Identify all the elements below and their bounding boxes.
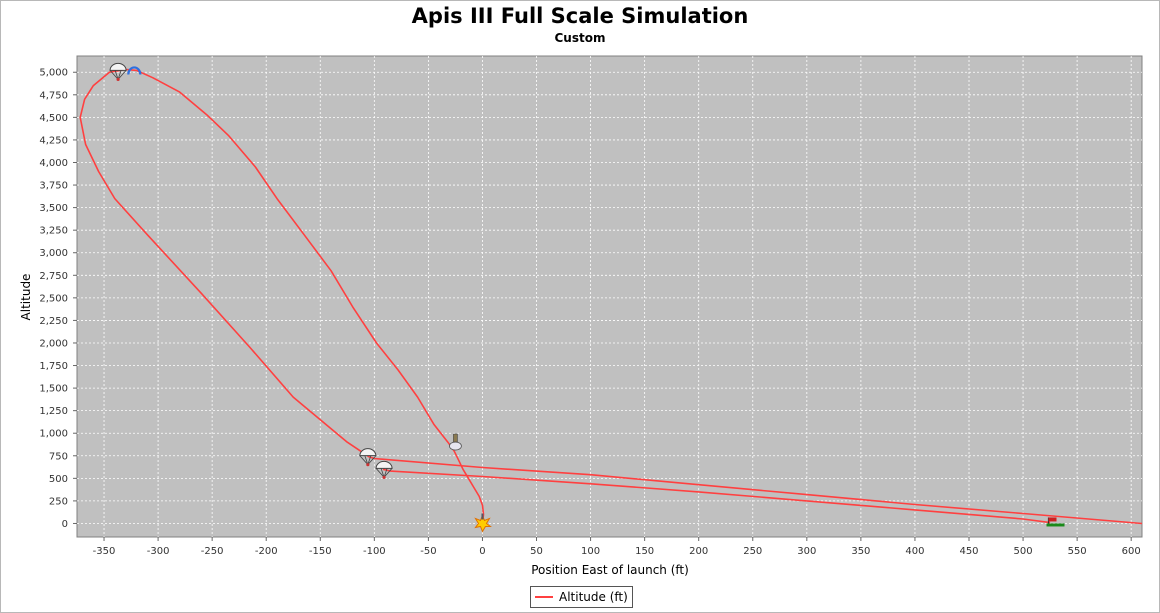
x-tick-label: -50 — [420, 546, 436, 557]
x-tick-label: 200 — [689, 546, 708, 557]
launch-star-shape — [474, 514, 492, 533]
ground-hit-ground — [1046, 523, 1065, 527]
y-tick-label: 3,500 — [39, 203, 68, 214]
y-axis-label: Altitude — [19, 274, 33, 321]
x-tick-label: -150 — [309, 546, 332, 557]
y-tick-label: 2,750 — [39, 271, 68, 282]
x-tick-label: 350 — [851, 546, 870, 557]
legend-label: Altitude (ft) — [559, 590, 628, 604]
chart-subtitle: Custom — [554, 31, 606, 45]
x-tick-label: 600 — [1122, 546, 1141, 557]
y-tick-label: 750 — [49, 451, 68, 462]
y-tick-label: 500 — [49, 474, 68, 485]
x-tick-label: 0 — [479, 546, 485, 557]
y-tick-label: 2,000 — [39, 338, 68, 349]
ground-hit-icon — [1046, 517, 1065, 527]
y-tick-label: 0 — [62, 519, 68, 530]
y-tick-label: 3,000 — [39, 248, 68, 259]
y-tick-label: 5,000 — [39, 68, 68, 79]
x-tick-label: -250 — [201, 546, 224, 557]
y-tick-label: 1,000 — [39, 429, 68, 440]
launch-star-icon — [474, 513, 492, 533]
x-tick-label: -100 — [363, 546, 386, 557]
y-tick-label: 4,500 — [39, 113, 68, 124]
parachute-canopy — [359, 448, 377, 457]
parachute-icon — [359, 448, 377, 467]
y-tick-label: 3,750 — [39, 181, 68, 192]
legend-swatch — [535, 596, 553, 598]
x-tick-label: 50 — [530, 546, 543, 557]
x-tick-label: 400 — [905, 546, 924, 557]
y-tick-label: 3,250 — [39, 226, 68, 237]
y-tick-label: 1,500 — [39, 384, 68, 395]
x-tick-label: 250 — [743, 546, 762, 557]
burnout-smoke — [449, 441, 462, 451]
x-axis-ticks: -350 -300 -250 -200 -150 -100 -50 0 50 100 150 200 2… — [93, 537, 1141, 557]
apogee-arc-icon — [127, 66, 142, 75]
x-tick-label: -350 — [93, 546, 116, 557]
x-tick-label: 100 — [581, 546, 600, 557]
burnout-icon — [449, 433, 462, 451]
y-tick-label: 4,250 — [39, 135, 68, 146]
y-tick-label: 2,500 — [39, 293, 68, 304]
x-tick-label: 500 — [1014, 546, 1033, 557]
altitude-drift-line — [382, 468, 1051, 524]
x-tick-label: -300 — [147, 546, 170, 557]
x-tick-label: 150 — [635, 546, 654, 557]
apogee-arc-shape — [127, 66, 142, 75]
y-tick-label: 4,750 — [39, 90, 68, 101]
y-tick-label: 1,750 — [39, 361, 68, 372]
parachute-payload — [382, 475, 386, 479]
y-tick-label: 4,000 — [39, 158, 68, 169]
x-tick-label: 450 — [959, 546, 978, 557]
y-axis-ticks: 0 250 500 750 1,000 1,250 1,500 1,750 2,000 2,250… — [39, 68, 77, 530]
burnout-rocket-body — [453, 433, 458, 443]
chart-title: Apis III Full Scale Simulation — [411, 4, 749, 28]
parachute-payload — [116, 77, 120, 81]
parachute-icon — [375, 460, 393, 479]
parachute-canopy — [375, 460, 393, 469]
y-tick-label: 250 — [49, 496, 68, 507]
x-tick-label: 300 — [797, 546, 816, 557]
y-tick-label: 2,250 — [39, 316, 68, 327]
plot-area — [76, 55, 1143, 538]
y-tick-label: 1,250 — [39, 406, 68, 417]
parachute-payload — [366, 463, 370, 467]
ground-hit-flag — [1048, 517, 1057, 522]
legend: Altitude (ft) — [530, 586, 633, 608]
grid-lines — [77, 56, 1142, 537]
parachute-icon — [109, 62, 127, 81]
parachute-canopy — [109, 62, 127, 71]
event-markers — [109, 62, 1065, 533]
x-tick-label: 550 — [1068, 546, 1087, 557]
x-axis-label: Position East of launch (ft) — [531, 563, 689, 577]
x-tick-label: -200 — [255, 546, 278, 557]
